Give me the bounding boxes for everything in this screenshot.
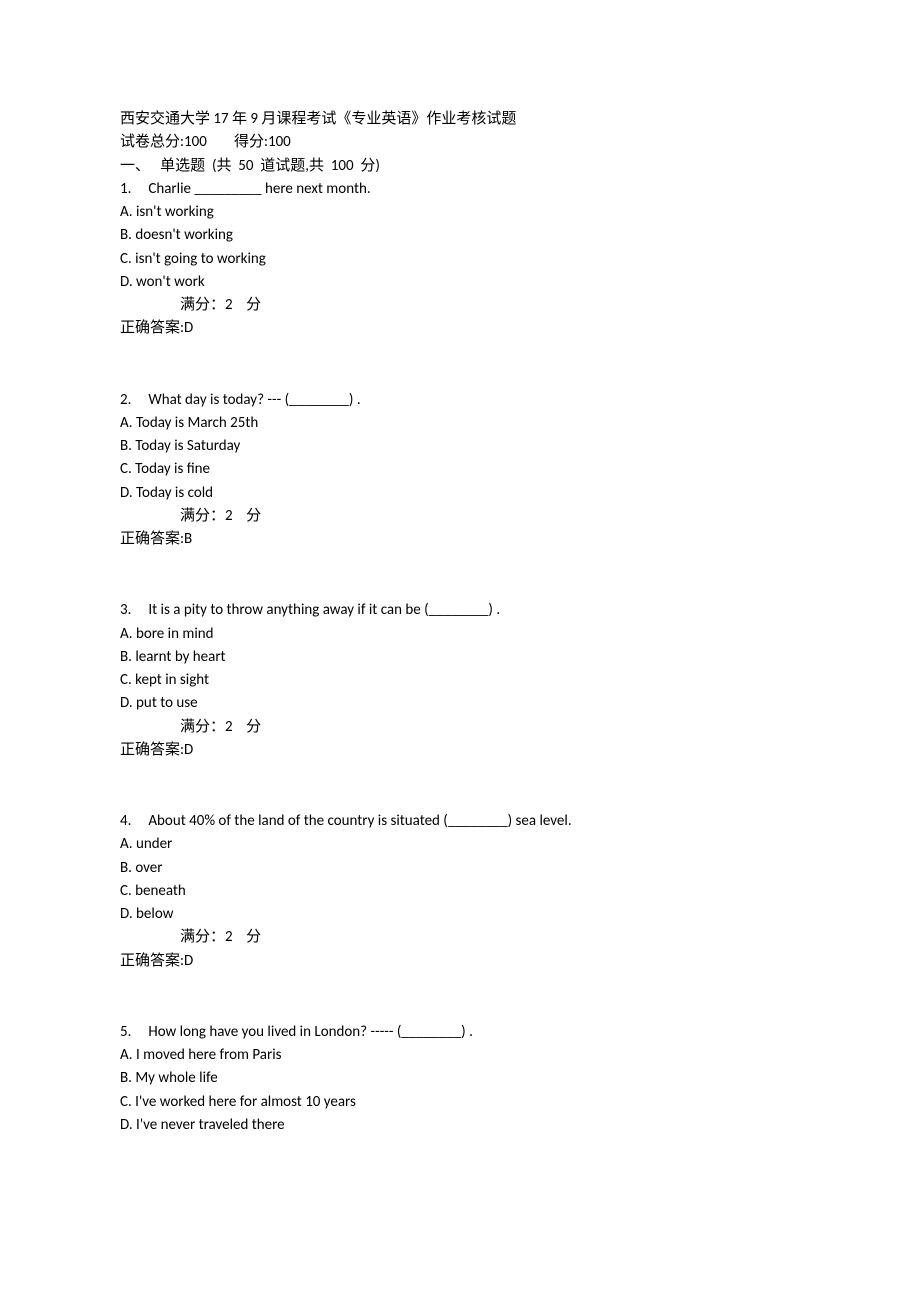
- gap: [120, 365, 800, 389]
- q3-option-a: A. bore in mind: [120, 623, 800, 646]
- q1-option-c: C. isn't going to working: [120, 248, 800, 271]
- gap: [120, 341, 800, 365]
- q2-option-c: C. Today is fine: [120, 458, 800, 481]
- q2-option-d: D. Today is cold: [120, 482, 800, 505]
- q3-stem: 3. It is a pity to throw anything away i…: [120, 599, 800, 622]
- gap: [120, 551, 800, 575]
- q5-option-b: B. My whole life: [120, 1067, 800, 1090]
- q4-answer: 正确答案:D: [120, 950, 800, 973]
- q4-points: 满分：2 分: [120, 926, 800, 949]
- q1-option-d: D. won't work: [120, 271, 800, 294]
- q1-points: 满分：2 分: [120, 294, 800, 317]
- q3-answer: 正确答案:D: [120, 739, 800, 762]
- q2-option-a: A. Today is March 25th: [120, 412, 800, 435]
- gap: [120, 786, 800, 810]
- q4-option-b: B. over: [120, 857, 800, 880]
- page: 西安交通大学 17 年 9 月课程考试《专业英语》作业考核试题 试卷总分:100…: [0, 0, 920, 1197]
- q2-stem: 2. What day is today? --- (________) .: [120, 389, 800, 412]
- q3-points: 满分：2 分: [120, 716, 800, 739]
- gap: [120, 997, 800, 1021]
- q3-option-c: C. kept in sight: [120, 669, 800, 692]
- q2-answer: 正确答案:B: [120, 528, 800, 551]
- gap: [120, 762, 800, 786]
- q1-option-b: B. doesn't working: [120, 224, 800, 247]
- q2-points: 满分：2 分: [120, 505, 800, 528]
- gap: [120, 973, 800, 997]
- exam-totals: 试卷总分:100 得分:100: [120, 131, 800, 154]
- q5-stem: 5. How long have you lived in London? --…: [120, 1021, 800, 1044]
- q3-option-d: D. put to use: [120, 692, 800, 715]
- q1-answer: 正确答案:D: [120, 317, 800, 340]
- q3-option-b: B. learnt by heart: [120, 646, 800, 669]
- q4-stem: 4. About 40% of the land of the country …: [120, 810, 800, 833]
- q4-option-a: A. under: [120, 833, 800, 856]
- q4-option-c: C. beneath: [120, 880, 800, 903]
- q4-option-d: D. below: [120, 903, 800, 926]
- q1-option-a: A. isn't working: [120, 201, 800, 224]
- exam-title: 西安交通大学 17 年 9 月课程考试《专业英语》作业考核试题: [120, 108, 800, 131]
- q5-option-d: D. I've never traveled there: [120, 1114, 800, 1137]
- section-heading: 一、 单选题 (共 50 道试题,共 100 分): [120, 155, 800, 178]
- q1-stem: 1. Charlie _________ here next month.: [120, 178, 800, 201]
- gap: [120, 575, 800, 599]
- q5-option-c: C. I've worked here for almost 10 years: [120, 1091, 800, 1114]
- q2-option-b: B. Today is Saturday: [120, 435, 800, 458]
- q5-option-a: A. I moved here from Paris: [120, 1044, 800, 1067]
